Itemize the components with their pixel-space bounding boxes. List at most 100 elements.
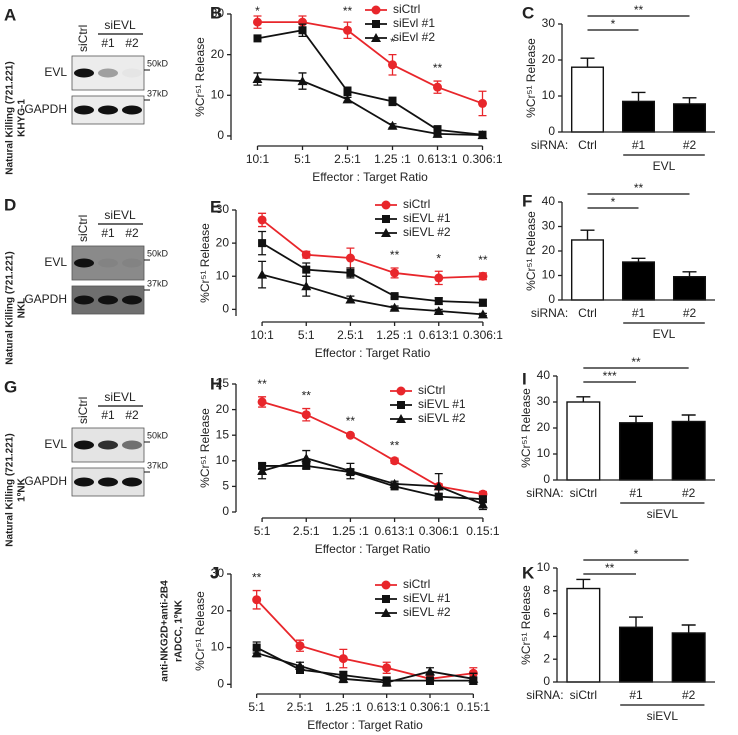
- x-tick-label: 10:1: [250, 328, 274, 342]
- data-point: [295, 641, 305, 651]
- legend-label: siEVL #1: [403, 591, 451, 605]
- y-tick-label: 0: [548, 124, 555, 138]
- y-axis-label: %Cr⁵¹ Release: [198, 408, 212, 488]
- comparison-label: **: [634, 181, 644, 195]
- x-tick-label: #1: [629, 486, 643, 500]
- blot-row-label: EVL: [44, 255, 67, 269]
- data-point: [257, 466, 268, 476]
- error-bar: [629, 616, 643, 628]
- data-point: [477, 130, 488, 140]
- size-marker: 50kD: [147, 58, 169, 68]
- x-tick-label: 2.5:1: [337, 328, 364, 342]
- x-tick-label: 2.5:1: [287, 700, 314, 714]
- legend-marker: [382, 215, 390, 223]
- data-point: [253, 34, 262, 43]
- data-point: [478, 271, 488, 281]
- blot-band: [98, 258, 118, 268]
- y-tick-label: 10: [216, 268, 230, 282]
- x-axis-label: Effector : Target Ratio: [315, 346, 431, 360]
- y-tick-label: 30: [216, 202, 230, 216]
- x-tick-label: 0.613:1: [375, 524, 415, 538]
- y-tick-label: 20: [216, 402, 230, 416]
- blot-row-label: EVL: [44, 65, 67, 79]
- lane-group-label: siEVL: [104, 208, 136, 222]
- y-tick-label: 30: [211, 6, 225, 20]
- significance: **: [478, 253, 488, 267]
- y-axis-label: %Cr⁵¹ Release: [193, 591, 207, 671]
- blot-band: [122, 105, 142, 115]
- y-axis-label: %Cr⁵¹ Release: [524, 211, 538, 291]
- y-tick-label: 20: [211, 47, 225, 61]
- blot-band: [74, 68, 94, 78]
- legend-marker: [381, 228, 391, 237]
- bar: [618, 626, 654, 683]
- group-label: siEVL: [647, 709, 679, 723]
- blot-band: [74, 477, 94, 487]
- lane-label: #2: [125, 36, 139, 50]
- blot-band: [122, 69, 142, 78]
- x-tick-label: #2: [682, 688, 696, 702]
- x-tick-label: 5:1: [298, 328, 315, 342]
- comparison-label: ***: [603, 369, 617, 383]
- series-line: [261, 273, 483, 316]
- size-marker: 37kD: [147, 278, 169, 288]
- y-tick-label: 0: [222, 302, 229, 316]
- blot-band: [74, 295, 94, 305]
- y-tick-label: 30: [542, 219, 556, 233]
- error-bar: [682, 271, 697, 277]
- y-tick-label: 20: [542, 52, 556, 66]
- data-point: [343, 25, 352, 35]
- y-tick-label: 20: [537, 420, 551, 434]
- data-point: [390, 456, 400, 466]
- error-bar: [580, 229, 595, 240]
- bar: [671, 420, 706, 481]
- data-point: [478, 298, 487, 307]
- x-prefix: siRNA:: [531, 306, 568, 320]
- legend-marker: [372, 20, 380, 28]
- series-line: [261, 242, 483, 304]
- data-point: [295, 660, 305, 670]
- x-tick-label: Ctrl: [578, 138, 597, 152]
- series-line: [256, 599, 474, 680]
- lane-label: siCtrl: [76, 397, 90, 424]
- data-point: [345, 430, 355, 440]
- data-point: [387, 120, 398, 130]
- x-prefix: siRNA:: [526, 486, 563, 500]
- error-bar: [681, 624, 696, 633]
- x-tick-label: #1: [629, 688, 643, 702]
- legend-label: siCtrl: [403, 577, 430, 591]
- data-point: [345, 466, 356, 476]
- side-label: Natural Killing (721.221): [5, 251, 16, 364]
- legend-label: siEVL #2: [403, 605, 451, 619]
- data-point: [301, 250, 311, 260]
- x-axis-label: Effector : Target Ratio: [315, 542, 431, 556]
- data-point: [252, 595, 262, 605]
- series-line: [257, 21, 483, 105]
- data-point: [433, 82, 442, 92]
- y-tick-label: 0: [217, 128, 224, 142]
- y-axis-label: %Cr⁵¹ Release: [519, 388, 533, 468]
- data-point: [477, 499, 488, 509]
- legend-marker: [381, 580, 391, 590]
- group-label: EVL: [653, 327, 676, 341]
- blot-band: [98, 440, 118, 450]
- blot-band: [98, 68, 118, 78]
- series-line: [261, 401, 484, 495]
- series-line: [256, 652, 474, 684]
- error-bar: [631, 91, 646, 102]
- y-tick-label: 6: [543, 606, 550, 620]
- legend-marker: [381, 200, 391, 210]
- panel-label: C: [522, 3, 534, 22]
- data-point: [434, 273, 444, 283]
- x-tick-label: 1.25 :1: [374, 152, 411, 166]
- x-tick-label: 2.5:1: [293, 524, 320, 538]
- panel-label: B: [210, 3, 222, 22]
- data-point: [433, 306, 444, 316]
- data-point: [301, 453, 312, 463]
- significance: *: [390, 35, 395, 49]
- x-tick-label: #2: [683, 306, 697, 320]
- x-tick-label: 0.613:1: [417, 152, 457, 166]
- data-point: [388, 97, 397, 106]
- lane-label: #2: [125, 408, 139, 422]
